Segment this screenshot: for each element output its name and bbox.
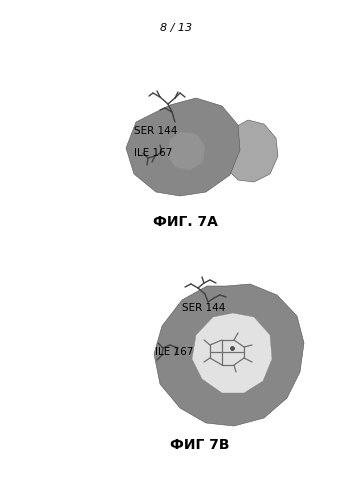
Text: ILE 167: ILE 167 (134, 148, 172, 158)
Text: ФИГ 7В: ФИГ 7В (170, 438, 230, 452)
Text: SER 144: SER 144 (182, 303, 225, 313)
Polygon shape (192, 313, 272, 393)
Text: ФИГ. 7А: ФИГ. 7А (152, 215, 218, 229)
Polygon shape (126, 98, 240, 196)
Text: ILE 167: ILE 167 (155, 347, 193, 357)
Polygon shape (154, 284, 304, 426)
Text: SER 144: SER 144 (134, 126, 177, 136)
Polygon shape (167, 132, 205, 170)
Polygon shape (222, 120, 278, 182)
Text: 8 / 13: 8 / 13 (160, 23, 192, 33)
